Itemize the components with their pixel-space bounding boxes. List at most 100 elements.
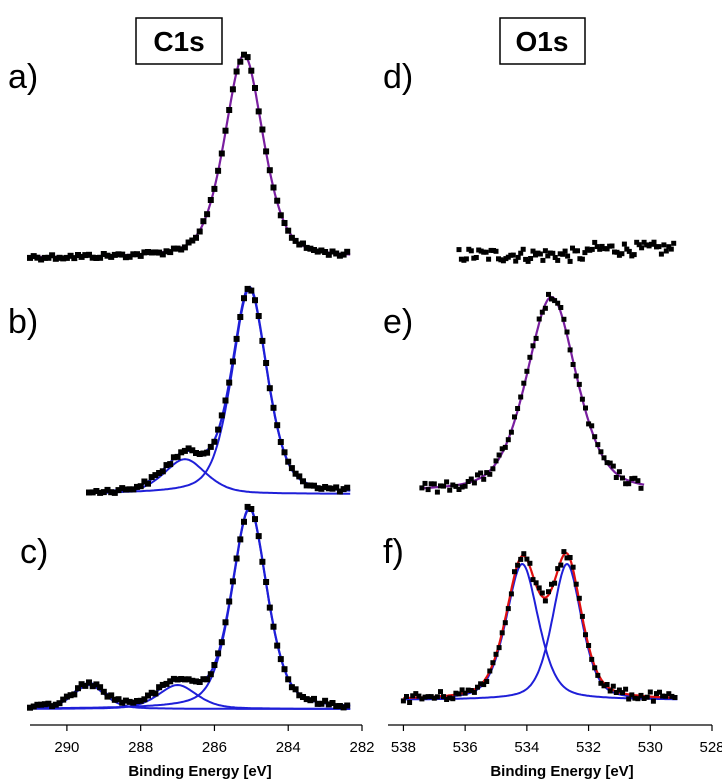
data-point (558, 562, 564, 568)
data-point (222, 397, 229, 404)
o1s-x-axis: 538 536 534 532 530 528 (388, 724, 722, 756)
data-point (478, 470, 484, 476)
data-point (181, 244, 188, 251)
data-point (181, 676, 188, 683)
data-point (597, 246, 603, 252)
data-point (552, 580, 558, 586)
data-point (86, 251, 92, 258)
data-point (303, 696, 310, 703)
data-point (152, 690, 159, 697)
data-point (156, 470, 163, 476)
data-point (27, 254, 33, 261)
data-point (277, 212, 284, 219)
data-point (481, 476, 487, 482)
data-point (644, 694, 650, 700)
data-point (189, 447, 196, 454)
data-point (126, 486, 133, 493)
data-point (459, 484, 465, 490)
data-point (502, 444, 508, 450)
data-point (589, 656, 595, 662)
data-point (196, 679, 203, 685)
data-point (450, 482, 456, 488)
data-point (650, 698, 656, 704)
data-point (82, 252, 89, 259)
data-point (592, 665, 598, 671)
data-point (521, 380, 527, 386)
fit-envelope (421, 295, 645, 490)
data-point (159, 468, 166, 475)
data-point (296, 473, 303, 480)
data-point (277, 656, 284, 663)
data-point (211, 662, 218, 668)
data-point (108, 489, 115, 496)
data-point (222, 619, 229, 626)
data-point (344, 702, 351, 709)
data-point (431, 481, 437, 487)
data-point (211, 185, 218, 192)
data-point (218, 150, 225, 157)
data-point (156, 684, 163, 691)
data-point (510, 252, 516, 258)
data-point (325, 485, 332, 492)
x-tick-label: 286 (202, 739, 227, 756)
data-point (447, 695, 453, 701)
data-point (616, 469, 622, 475)
data-point (473, 255, 479, 260)
data-point (185, 445, 192, 452)
data-point (237, 536, 244, 543)
data-point (277, 439, 284, 445)
data-point (145, 249, 151, 255)
data-point (629, 692, 635, 698)
data-point (100, 489, 107, 496)
data-point (621, 241, 627, 247)
data-point (499, 630, 505, 636)
data-point (663, 693, 669, 699)
c1s-spectra (27, 51, 351, 711)
data-point (450, 696, 456, 702)
data-point (413, 691, 419, 697)
data-point (311, 695, 317, 702)
data-point (78, 253, 85, 260)
data-point (104, 252, 111, 259)
data-point (111, 489, 118, 496)
data-point (592, 239, 598, 245)
data-point (340, 251, 347, 258)
data-point (167, 249, 174, 256)
data-point (462, 690, 468, 696)
data-point (660, 693, 666, 699)
data-point (468, 476, 474, 482)
data-point (564, 555, 570, 561)
data-point (200, 676, 207, 683)
data-point (641, 239, 647, 245)
data-point (78, 681, 85, 688)
data-point (598, 449, 604, 455)
fit-envelope (30, 53, 351, 259)
data-point (93, 681, 100, 688)
data-point (539, 590, 545, 596)
data-point (244, 503, 251, 510)
data-point (89, 254, 96, 261)
data-point (270, 404, 277, 411)
o1s-spectra (400, 239, 678, 705)
data-point (434, 489, 440, 495)
data-point (604, 246, 610, 252)
data-point (233, 555, 240, 562)
data-point (515, 562, 521, 568)
data-point (515, 406, 521, 411)
spectrum-d (456, 239, 677, 264)
data-point (137, 483, 144, 490)
data-point (134, 483, 140, 490)
data-point (669, 693, 675, 699)
data-point (422, 694, 428, 700)
spectrum-e (419, 291, 645, 495)
data-point (285, 458, 292, 465)
data-point (263, 148, 270, 155)
data-point (111, 251, 118, 258)
data-point (513, 258, 519, 264)
data-point (141, 478, 148, 485)
data-point (604, 682, 610, 687)
data-point (542, 598, 548, 604)
data-point (67, 252, 74, 259)
data-point (134, 698, 140, 704)
